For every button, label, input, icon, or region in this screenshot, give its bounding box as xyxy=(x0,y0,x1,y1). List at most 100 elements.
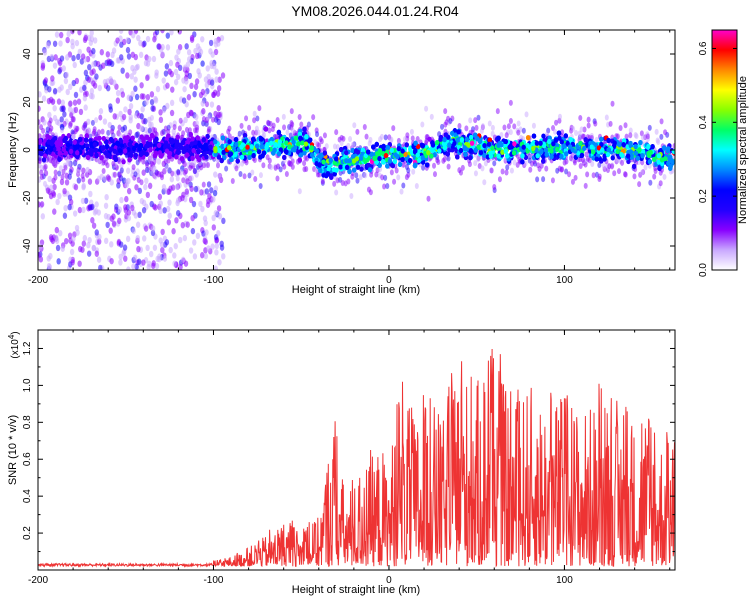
spectrogram-cell xyxy=(160,246,165,254)
spectrogram-cell xyxy=(61,168,66,175)
spectrogram-cell xyxy=(216,230,221,237)
spectrogram-cell xyxy=(62,120,67,127)
spectrogram-cell xyxy=(38,155,42,162)
spectrogram-cell xyxy=(112,79,117,86)
spectrogram-cell xyxy=(147,55,152,63)
spectrogram-cell xyxy=(322,132,327,139)
spectrogram-cell xyxy=(42,180,47,187)
spectrogram-cell xyxy=(45,133,50,139)
spectrogram-cell xyxy=(275,175,280,182)
spectrogram-cell xyxy=(302,150,307,156)
spectrogram-cell xyxy=(424,162,430,168)
spectrogram-cell xyxy=(583,137,588,143)
spectrogram-cell xyxy=(125,37,130,44)
spectrogram-cell xyxy=(220,135,226,141)
spectrogram-cell xyxy=(131,263,136,270)
spectrogram-cell xyxy=(520,153,525,159)
spectrogram-cell xyxy=(83,69,89,77)
spectrogram-cell xyxy=(59,84,64,91)
spectrogram-cell xyxy=(216,104,221,112)
spectrogram-cell xyxy=(350,147,355,154)
spectrogram-cell xyxy=(46,97,52,105)
spectrogram-cell xyxy=(94,117,99,124)
spectrogram-cell xyxy=(634,133,639,140)
spectrogram-cell xyxy=(197,72,202,79)
spectrogram-cell xyxy=(43,163,48,170)
spectrogram-cell xyxy=(198,48,204,56)
spectrogram-cell xyxy=(206,181,212,188)
spectrogram-cell xyxy=(161,77,166,84)
spectrogram-cell xyxy=(76,98,82,105)
spectrogram-cell xyxy=(219,34,225,42)
spectrogram-cell xyxy=(70,259,75,266)
spectrogram-cell xyxy=(653,167,658,174)
spectrogram-cell xyxy=(123,204,128,211)
spectrogram-cell xyxy=(192,253,198,260)
spectrogram-cell xyxy=(50,98,56,105)
spectrogram-cell xyxy=(288,160,293,167)
spectrogram-cell xyxy=(302,166,307,173)
spectrogram-cell xyxy=(58,31,64,39)
spectrogram-cell xyxy=(70,129,75,136)
spectrogram-cell xyxy=(612,170,617,177)
spectrogram-cell xyxy=(70,30,75,35)
spectrogram-cell xyxy=(173,78,179,86)
spectrogram-cell xyxy=(117,124,122,131)
spectrogram-cell xyxy=(221,253,226,260)
spectrogram-cell xyxy=(495,108,500,115)
spectrogram-cell xyxy=(132,254,138,261)
spectrogram-cell xyxy=(188,196,194,204)
spectrogram-cell xyxy=(87,178,93,185)
spectrogram-cell xyxy=(105,174,111,181)
spectrogram-cell xyxy=(410,135,415,142)
spectrogram-cell xyxy=(172,260,177,267)
spectrogram-cell xyxy=(119,167,124,174)
spectrogram-cell xyxy=(39,124,44,131)
spectrogram-cell xyxy=(87,204,93,211)
spectrogram-cell xyxy=(117,217,122,225)
spectrogram-cell xyxy=(303,154,308,161)
spectrogram-cell xyxy=(230,177,235,184)
spectrogram-cell xyxy=(157,43,162,50)
spectrogram-cell xyxy=(153,95,158,103)
spectrogram-cell xyxy=(237,130,242,137)
spectrogram-cell xyxy=(278,166,283,173)
spectrogram-cell xyxy=(102,118,108,125)
spectrogram-cell xyxy=(216,85,222,92)
spectrogram-cell xyxy=(38,91,42,98)
spectrogram-cell xyxy=(313,139,318,146)
spectrogram-cell xyxy=(512,159,517,166)
spectrogram-cell xyxy=(99,49,105,56)
spectrogram-cell xyxy=(182,169,187,176)
spectrogram-cell xyxy=(421,164,426,171)
spectrogram-cell xyxy=(349,192,354,199)
spectrogram-cell xyxy=(601,163,606,170)
spectrogram-cell xyxy=(81,206,86,214)
spectrogram-cell xyxy=(49,53,55,61)
spectrogram-cell xyxy=(115,89,121,97)
spectrogram-cell xyxy=(54,234,59,242)
spectrogram-cell xyxy=(233,136,239,143)
spectrogram-cell xyxy=(92,37,98,44)
spectrogram-cell xyxy=(158,109,163,116)
spectrogram-cell xyxy=(62,187,67,195)
spectrogram-cell xyxy=(182,85,187,93)
spectrogram-cell xyxy=(147,182,153,190)
spectrogram-cell xyxy=(210,116,215,123)
spectrogram-cell xyxy=(115,37,120,44)
spectrogram-cell xyxy=(106,58,111,65)
spectrogram-cell xyxy=(213,41,219,48)
spectrogram-cell xyxy=(355,177,360,184)
spectrogram-cell xyxy=(183,116,188,124)
spectrogram-cell xyxy=(60,174,65,181)
spectrogram-cell xyxy=(615,133,620,140)
spectrogram-cell xyxy=(152,244,158,251)
spectrogram-cell xyxy=(527,157,532,164)
spectrogram-cell xyxy=(444,119,449,126)
spectrogram-cell xyxy=(535,176,540,183)
spectrogram-cell xyxy=(391,125,396,132)
spectrogram-cell xyxy=(195,52,200,60)
spectrogram-cell xyxy=(126,214,132,222)
spectrogram-cell xyxy=(125,235,131,243)
spectrogram-cell xyxy=(111,160,116,167)
